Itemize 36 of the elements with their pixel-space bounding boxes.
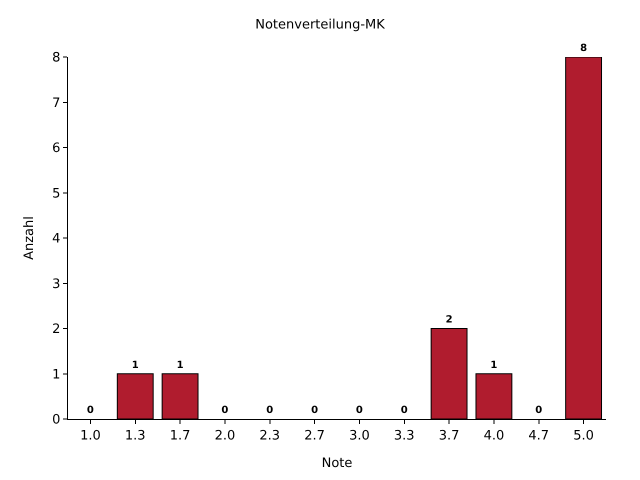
data-label: 8 — [580, 43, 588, 54]
data-label: 0 — [400, 405, 408, 416]
x-tick-label: 1.3 — [124, 428, 146, 444]
data-label: 0 — [221, 405, 228, 416]
y-tick-label: 0 — [52, 412, 60, 428]
data-label: 0 — [535, 405, 542, 416]
x-tick-label: 3.3 — [394, 428, 415, 444]
x-tick-label: 2.7 — [304, 428, 325, 444]
x-tick-label: 3.7 — [438, 428, 460, 444]
data-label: 0 — [311, 405, 318, 416]
y-tick-label: 3 — [52, 276, 60, 292]
data-label: 2 — [446, 314, 453, 326]
chart-title: Notenverteilung-MK — [255, 17, 386, 32]
data-label: 0 — [356, 405, 363, 416]
data-label: 0 — [266, 405, 274, 416]
y-tick-label: 7 — [52, 96, 60, 111]
data-label: 0 — [86, 405, 94, 416]
y-tick-label: 4 — [52, 232, 60, 247]
y-tick-label: 2 — [52, 322, 60, 338]
x-tick-label: 2.3 — [259, 428, 280, 444]
y-tick-label: 1 — [52, 367, 60, 382]
x-tick-label: 1.0 — [80, 428, 101, 444]
x-tick-label: 3.0 — [349, 428, 370, 444]
x-tick-label: 2.0 — [214, 428, 236, 444]
x-axis-title: Note — [322, 456, 352, 472]
y-tick-label: 5 — [52, 186, 60, 202]
y-tick-label: 6 — [52, 141, 60, 156]
data-label: 1 — [176, 360, 184, 371]
x-tick-label: 5.0 — [573, 428, 594, 444]
y-axis-title: Anzahl — [22, 216, 38, 260]
y-tick-label: 8 — [52, 50, 60, 66]
data-label: 1 — [490, 360, 498, 371]
x-tick-label: 4.7 — [528, 428, 550, 444]
x-tick-label: 4.0 — [484, 428, 504, 444]
x-tick-label: 1.7 — [170, 428, 190, 444]
data-label: 1 — [132, 360, 139, 371]
